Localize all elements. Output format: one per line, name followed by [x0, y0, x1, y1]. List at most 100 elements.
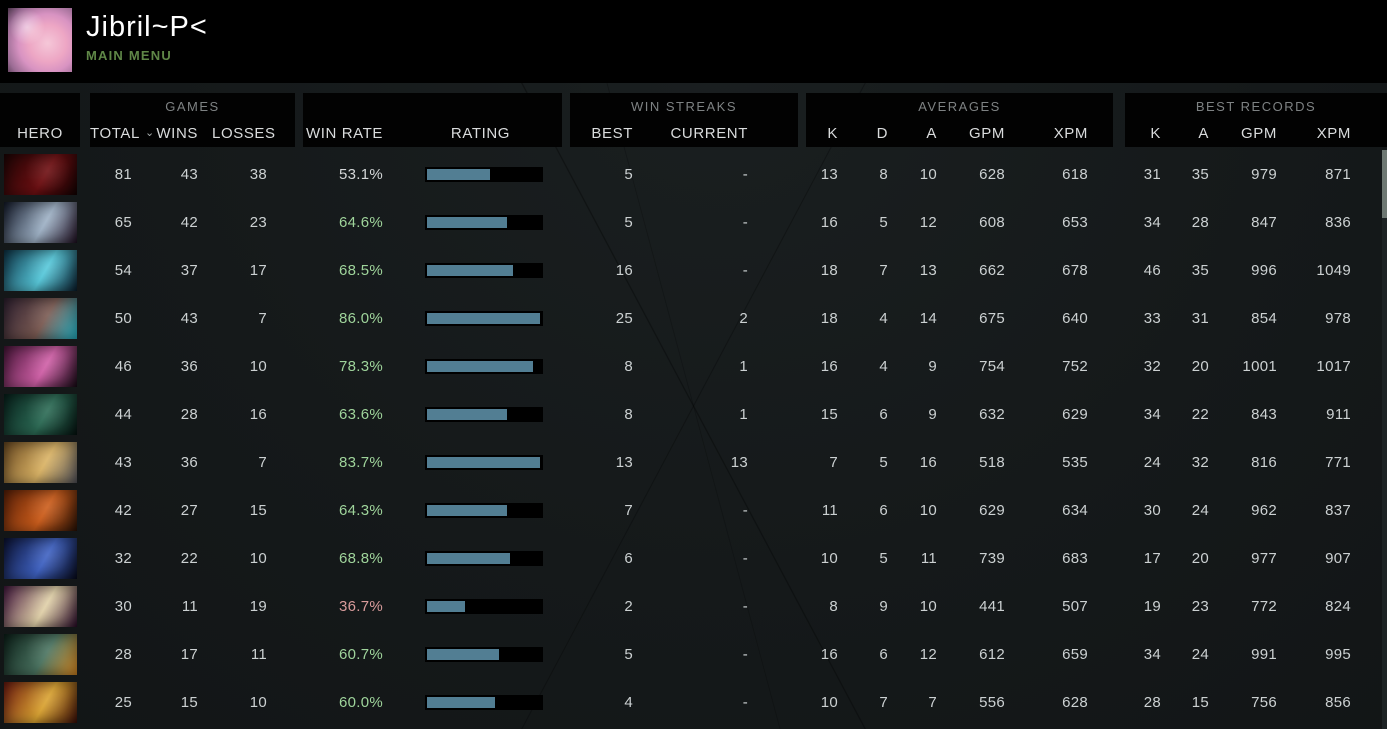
- avg-xpm-value: 683: [1062, 549, 1088, 567]
- avg-xpm-value: 618: [1062, 165, 1088, 183]
- slark-portrait-icon[interactable]: [4, 633, 77, 675]
- current-streak-value: -: [742, 549, 748, 567]
- wins-value: 36: [180, 453, 198, 471]
- wins-value: 17: [180, 645, 198, 663]
- losses-value: 38: [249, 165, 267, 183]
- losses-value: 7: [258, 453, 267, 471]
- record-assists-value: 28: [1191, 213, 1209, 231]
- hero-row[interactable]: 46 36 10 78.3% 8 1 16 4 9 754 752 32 20 …: [0, 342, 1387, 390]
- group-label-averages: AVERAGES: [918, 98, 1001, 114]
- best-streak-value: 6: [624, 549, 633, 567]
- hero-row[interactable]: 43 36 7 83.7% 13 13 7 5 16 518 535 24 32…: [0, 438, 1387, 486]
- storm-spirit-portrait-icon[interactable]: [4, 249, 77, 291]
- record-assists-value: 24: [1191, 645, 1209, 663]
- avg-xpm-value: 535: [1062, 453, 1088, 471]
- best-streak-value: 13: [615, 453, 633, 471]
- shadow-fiend-portrait-icon[interactable]: [4, 153, 77, 195]
- record-xpm-value: 837: [1325, 501, 1351, 519]
- avg-xpm-value: 507: [1062, 597, 1088, 615]
- rating-bar: [425, 646, 543, 662]
- col-header-best-streak[interactable]: BEST: [591, 124, 633, 142]
- luna-portrait-icon[interactable]: [4, 537, 77, 579]
- col-header-winrate[interactable]: WIN RATE: [305, 124, 383, 142]
- col-header-record-gpm[interactable]: GPM: [1241, 124, 1277, 142]
- hero-row[interactable]: 42 27 15 64.3% 7 - 11 6 10 629 634 30 24…: [0, 486, 1387, 534]
- total-games-value: 46: [114, 357, 132, 375]
- record-assists-value: 15: [1191, 693, 1209, 711]
- avg-assists-value: 13: [919, 261, 937, 279]
- col-header-avg-deaths[interactable]: D: [876, 124, 888, 142]
- record-kills-value: 33: [1143, 309, 1161, 327]
- losses-value: 17: [249, 261, 267, 279]
- current-streak-value: -: [742, 261, 748, 279]
- header-block-records: BEST RECORDS K A GPM XPM: [1125, 93, 1387, 147]
- win-rate-value: 68.8%: [338, 549, 383, 567]
- col-header-avg-gpm[interactable]: GPM: [969, 124, 1005, 142]
- record-kills-value: 34: [1143, 645, 1161, 663]
- current-streak-value: 1: [739, 357, 748, 375]
- hero-row[interactable]: 50 43 7 86.0% 25 2 18 4 14 675 640 33 31…: [0, 294, 1387, 342]
- avg-kills-value: 7: [829, 453, 838, 471]
- hero-row[interactable]: 81 43 38 53.1% 5 - 13 8 10 628 618 31 35…: [0, 150, 1387, 198]
- col-header-record-kills[interactable]: K: [1150, 124, 1161, 142]
- templar-assassin-portrait-icon[interactable]: [4, 345, 77, 387]
- scrollbar-thumb[interactable]: [1382, 150, 1387, 218]
- rating-bar: [425, 502, 543, 518]
- total-games-value: 54: [114, 261, 132, 279]
- hero-row[interactable]: 44 28 16 63.6% 8 1 15 6 9 632 629 34 22 …: [0, 390, 1387, 438]
- rating-bar-fill: [427, 360, 534, 372]
- tinker-portrait-icon[interactable]: [4, 297, 77, 339]
- record-gpm-value: 816: [1251, 453, 1277, 471]
- wins-value: 11: [181, 597, 198, 615]
- hero-row[interactable]: 25 15 10 60.0% 4 - 10 7 7 556 628 28 15 …: [0, 678, 1387, 726]
- col-header-wins[interactable]: WINS: [156, 124, 198, 142]
- col-header-current-streak[interactable]: CURRENT: [670, 124, 748, 142]
- losses-value: 19: [249, 597, 267, 615]
- losses-value: 10: [249, 693, 267, 711]
- huskar-portrait-icon[interactable]: [4, 681, 77, 723]
- player-name: Jibril~P<: [86, 11, 208, 43]
- hero-row[interactable]: 65 42 23 64.6% 5 - 16 5 12 608 653 34 28…: [0, 198, 1387, 246]
- hero-row[interactable]: 54 37 17 68.5% 16 - 18 7 13 662 678 46 3…: [0, 246, 1387, 294]
- win-rate-value: 86.0%: [338, 309, 383, 327]
- avg-gpm-value: 754: [979, 357, 1005, 375]
- queen-of-pain-portrait-icon[interactable]: [4, 201, 77, 243]
- avg-gpm-value: 608: [979, 213, 1005, 231]
- best-streak-value: 4: [624, 693, 633, 711]
- record-assists-value: 24: [1191, 501, 1209, 519]
- win-rate-value: 83.7%: [338, 453, 383, 471]
- omniknight-portrait-icon[interactable]: [4, 441, 77, 483]
- col-header-record-assists[interactable]: A: [1198, 124, 1209, 142]
- record-assists-value: 23: [1191, 597, 1209, 615]
- win-rate-value: 63.6%: [338, 405, 383, 423]
- rating-bar-fill: [427, 648, 499, 660]
- legion-commander-portrait-icon[interactable]: [4, 489, 77, 531]
- invoker-portrait-icon[interactable]: [4, 585, 77, 627]
- main-menu-link[interactable]: MAIN MENU: [86, 48, 172, 63]
- record-gpm-value: 996: [1251, 261, 1277, 279]
- avg-gpm-value: 556: [979, 693, 1005, 711]
- current-streak-value: 1: [739, 405, 748, 423]
- col-header-avg-xpm[interactable]: XPM: [1053, 124, 1088, 142]
- outworld-destroyer-portrait-icon[interactable]: [4, 393, 77, 435]
- hero-row[interactable]: 32 22 10 68.8% 6 - 10 5 11 739 683 17 20…: [0, 534, 1387, 582]
- avatar[interactable]: [8, 8, 72, 72]
- avg-gpm-value: 739: [979, 549, 1005, 567]
- hero-row[interactable]: 28 17 11 60.7% 5 - 16 6 12 612 659 34 24…: [0, 630, 1387, 678]
- best-streak-value: 5: [624, 645, 633, 663]
- col-header-rating[interactable]: RATING: [450, 124, 511, 142]
- losses-value: 23: [249, 213, 267, 231]
- hero-row[interactable]: 30 11 19 36.7% 2 - 8 9 10 441 507 19 23 …: [0, 582, 1387, 630]
- col-header-avg-kills[interactable]: K: [827, 124, 838, 142]
- record-gpm-value: 843: [1251, 405, 1277, 423]
- avg-assists-value: 7: [928, 693, 937, 711]
- total-games-value: 42: [114, 501, 132, 519]
- avg-kills-value: 8: [829, 597, 838, 615]
- scrollbar[interactable]: [1382, 150, 1387, 729]
- col-header-losses[interactable]: LOSSES: [212, 124, 276, 142]
- col-header-total[interactable]: TOTAL ⌄: [90, 124, 155, 142]
- avg-gpm-value: 612: [979, 645, 1005, 663]
- col-header-record-xpm[interactable]: XPM: [1316, 124, 1351, 142]
- col-header-hero[interactable]: HERO: [17, 124, 63, 142]
- col-header-avg-assists[interactable]: A: [926, 124, 937, 142]
